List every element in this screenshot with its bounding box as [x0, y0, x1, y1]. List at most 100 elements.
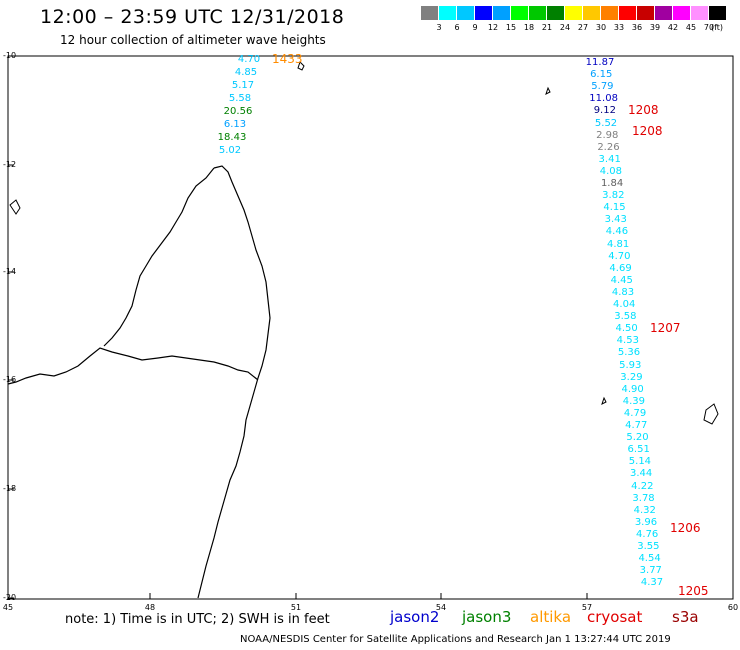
wave-height-value: 4.70 — [237, 54, 261, 65]
color-scale-label: 24 — [559, 23, 571, 32]
wave-height-value: 3.29 — [620, 371, 643, 383]
color-scale-label: 39 — [649, 23, 661, 32]
color-scale-swatch — [673, 6, 691, 20]
wave-height-value: 6.51 — [627, 444, 650, 456]
wave-height-value: 4.32 — [633, 504, 656, 516]
color-scale-label: 18 — [523, 23, 535, 32]
longitude-label: 45 — [2, 603, 14, 612]
legend-cryosat: cryosat — [587, 608, 643, 626]
latitude-label: -10 — [3, 51, 17, 60]
color-scale-swatch — [457, 6, 475, 20]
wave-height-value: 4.45 — [610, 274, 633, 286]
wave-height-value: 6.13 — [223, 119, 247, 130]
wave-height-value: 4.70 — [608, 250, 631, 262]
wave-height-value: 4.37 — [640, 577, 664, 589]
map-subtitle: 12 hour collection of altimeter wave hei… — [60, 33, 326, 47]
wave-height-value: 4.22 — [631, 480, 654, 492]
wave-height-value: 5.17 — [231, 80, 255, 91]
pass-time-tag: 1208 — [628, 103, 659, 117]
wave-height-value: 5.58 — [228, 93, 252, 104]
color-scale-swatch — [565, 6, 583, 20]
color-scale-label: 42 — [667, 23, 679, 32]
legend-jason3: jason3 — [462, 608, 512, 626]
wave-height-value: 4.81 — [606, 238, 630, 250]
wave-height-value: 5.52 — [594, 117, 618, 129]
color-scale-swatch — [583, 6, 601, 20]
latitude-label: -12 — [3, 160, 17, 169]
color-scale-label: 12 — [487, 23, 499, 32]
wave-height-value: 4.83 — [611, 286, 635, 298]
wave-height-value: 4.15 — [603, 202, 626, 214]
wave-height-value: 4.08 — [599, 165, 623, 177]
latitude-label: -16 — [3, 375, 17, 384]
wave-height-value: 5.02 — [218, 145, 242, 156]
wave-height-value: 3.82 — [602, 190, 625, 202]
wave-height-value: 1.84 — [600, 178, 624, 189]
wave-height-value: 9.12 — [593, 105, 616, 117]
wave-height-value: 4.50 — [615, 323, 638, 335]
color-scale-label: 36 — [631, 23, 643, 32]
wave-height-value: 2.98 — [596, 129, 619, 141]
wave-height-value: 3.44 — [629, 468, 653, 480]
wave-height-value: 3.41 — [598, 153, 621, 165]
longitude-label: 48 — [144, 603, 156, 612]
island-comoros — [9, 61, 305, 215]
color-scale-swatch — [601, 6, 619, 20]
wave-height-value: 5.36 — [617, 347, 641, 359]
color-scale-label: 27 — [577, 23, 589, 32]
island-agalega — [545, 86, 551, 95]
wave-height-value: 3.96 — [634, 516, 658, 528]
legend-s3a: s3a — [672, 608, 699, 626]
pass-time-tag: 1206 — [670, 521, 701, 535]
island-reunion-mauritius — [601, 396, 719, 425]
wave-height-value: 5.79 — [591, 81, 614, 93]
wave-height-value: 4.85 — [234, 67, 258, 78]
color-scale-label: 21 — [541, 23, 553, 32]
wave-height-value: 4.53 — [616, 335, 639, 347]
pass-time-tag: 1207 — [650, 321, 681, 335]
latitude-label: -20 — [3, 593, 17, 602]
color-scale-swatch — [547, 6, 565, 20]
color-scale-label: (ft) — [710, 23, 724, 32]
wave-height-value: 4.39 — [622, 395, 645, 407]
wave-height-value: 11.87 — [585, 57, 615, 68]
latitude-label: -18 — [3, 484, 17, 493]
color-scale-label: 3 — [436, 23, 442, 32]
wave-height-value: 3.78 — [632, 492, 655, 504]
latitude-label: -14 — [3, 267, 17, 276]
legend-jason2: jason2 — [390, 608, 440, 626]
wave-height-value: 4.04 — [613, 299, 636, 310]
color-scale-swatch — [709, 6, 727, 20]
map-title: 12:00 – 23:59 UTC 12/31/2018 — [40, 6, 345, 28]
wave-height-value: 3.58 — [614, 311, 637, 323]
color-scale-swatch — [475, 6, 493, 20]
wave-height-value: 5.14 — [628, 456, 652, 468]
legend-altika: altika — [530, 608, 572, 626]
pass-time-tag: 1208 — [632, 124, 663, 138]
color-scale-swatch — [619, 6, 637, 20]
wave-height-value: 4.46 — [605, 226, 629, 238]
wave-height-value: 2.26 — [597, 141, 620, 153]
wave-height-value: 4.77 — [625, 420, 648, 431]
color-scale-swatch — [529, 6, 547, 20]
longitude-label: 60 — [727, 603, 739, 612]
wave-height-value: 11.08 — [589, 93, 618, 105]
wave-height-value: 5.20 — [626, 432, 649, 444]
longitude-label: 51 — [290, 603, 302, 612]
color-scale-swatch — [637, 6, 655, 20]
color-scale-label: 30 — [595, 23, 607, 32]
wave-height-value: 5.93 — [619, 359, 642, 371]
color-scale-swatch — [511, 6, 529, 20]
wave-height-value: 4.54 — [638, 553, 661, 565]
wave-height-value: 4.76 — [636, 528, 659, 540]
footnote: note: 1) Time is in UTC; 2) SWH is in fe… — [65, 612, 330, 627]
wave-height-value: 3.55 — [637, 541, 660, 552]
longitude-label: 54 — [435, 603, 447, 612]
color-scale-swatch — [421, 6, 439, 20]
color-scale-label: 6 — [454, 23, 460, 32]
plot-border — [7, 55, 734, 600]
credit-line: NOAA/NESDIS Center for Satellite Applica… — [240, 634, 671, 645]
color-scale-swatch — [439, 6, 457, 20]
longitude-label: 57 — [581, 603, 593, 612]
